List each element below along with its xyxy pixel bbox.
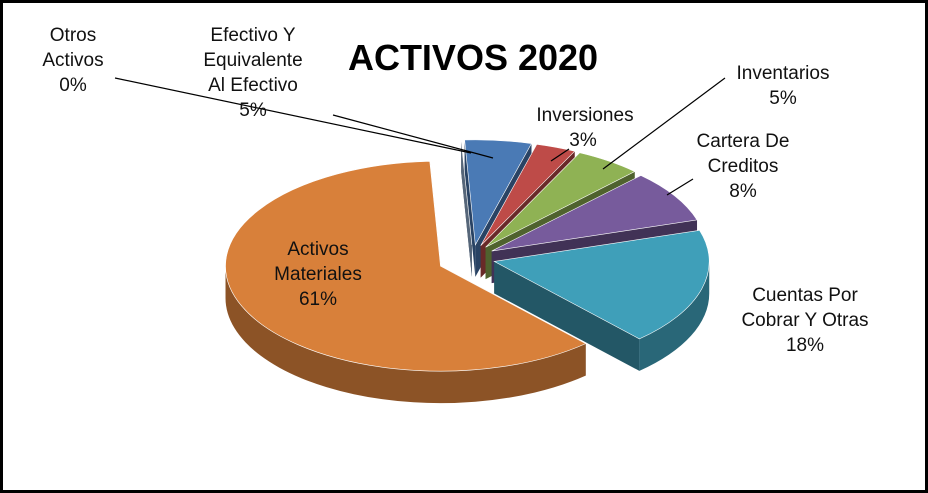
slice-side [461,139,472,277]
slice [493,229,710,340]
slice-label: Cartera De Creditos [696,131,790,177]
slice-value-label: 18% [785,335,825,356]
slice [485,152,636,248]
pie-area [114,77,726,404]
leader-line [550,148,570,162]
slice-value-label: 5% [769,88,797,109]
leader-line [602,77,726,170]
slice [480,143,576,246]
slice [460,139,473,245]
leader-line [114,77,472,154]
slice-value-label: 5% [239,100,267,121]
leader-line [666,178,694,196]
slice-label: Activos Materiales [274,239,362,285]
slice-value-label: 0% [59,75,87,96]
slice-label: Cuentas Por Cobrar Y Otras [741,285,869,331]
slice-label: Efectivo Y Equivalente Al Efectivo [203,25,303,96]
slice [225,160,587,372]
slice [464,139,532,246]
slice-label: Inventarios [736,63,830,84]
slice-label: Inversiones [536,105,634,126]
slice-edge [225,266,586,404]
slice-value-label: 8% [729,181,757,202]
slice-label: Otros Activos [42,25,104,71]
slice-value-label: 61% [298,289,338,310]
chart-title: ACTIVOS 2020 [347,37,599,78]
leader-line [332,114,494,159]
slice-value-label: 3% [569,130,597,151]
slice-edge [639,261,710,371]
slice-side [494,261,640,371]
slice-side [464,140,476,277]
slice [491,175,698,252]
